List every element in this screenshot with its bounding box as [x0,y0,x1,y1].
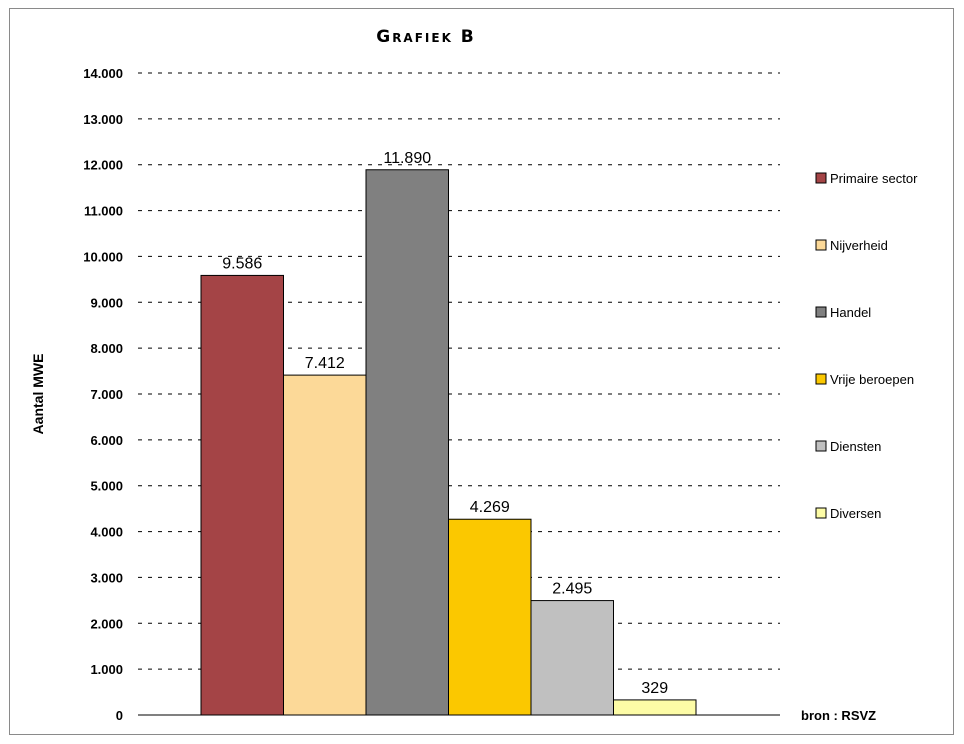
legend-label: Diversen [830,506,881,521]
y-tick-label: 5.000 [90,479,123,494]
legend-label: Vrije beroepen [830,372,914,387]
bar [200,274,284,716]
bar [613,699,697,716]
legend-label: Handel [830,305,871,320]
legend-swatch [815,306,827,318]
y-tick-label: 14.000 [83,66,123,81]
y-tick-label: 13.000 [83,112,123,127]
source-note: bron : RSVZ [801,708,876,723]
legend: Primaire sector Nijverheid Handel Vrije ber… [815,171,918,521]
legend-label: Diensten [830,439,881,454]
y-tick-label: 12.000 [83,158,123,173]
bar-value-label: 7.412 [305,355,345,372]
y-tick-label: 9.000 [90,295,123,310]
y-tick-label: 6.000 [90,433,123,448]
bar-value-label: 329 [641,680,668,697]
y-tick-label: 4.000 [90,525,123,540]
legend-swatch [815,239,827,251]
bar-value-label: 9.586 [222,255,262,272]
chart-title: Grafiek B [376,27,476,47]
y-tick-label: 2.000 [90,616,123,631]
bar [448,518,532,716]
legend-swatch [815,373,827,385]
y-tick-label: 0 [116,708,123,723]
y-axis-ticks: 0 1.000 2.000 3.000 4.000 5.000 6.000 7.000 8.00… [83,66,123,723]
y-tick-label: 8.000 [90,341,123,356]
bar [530,600,614,716]
bar-value-label: 11.890 [383,150,431,167]
bar [283,374,367,716]
y-tick-label: 7.000 [90,387,123,402]
y-tick-label: 11.000 [84,204,123,219]
bars [200,169,697,716]
bar-chart: Grafiek B 0 1.000 2.000 3.000 4.000 5.000 6.00… [30,27,918,723]
data-labels: 9.586 7.412 11.890 4.269 2.495 329 [222,150,668,697]
bar [365,169,449,716]
bar-value-label: 2.495 [552,581,592,598]
bar-value-label: 4.269 [470,499,510,516]
legend-label: Nijverheid [830,238,888,253]
legend-swatch [815,172,827,184]
legend-swatch [815,440,827,452]
chart-frame: Grafiek B 0 1.000 2.000 3.000 4.000 5.000 6.00… [9,8,954,735]
y-tick-label: 10.000 [83,249,123,264]
y-tick-label: 1.000 [90,662,123,677]
legend-swatch [815,507,827,519]
y-axis-label: Aantal MWE [30,354,46,435]
y-tick-label: 3.000 [90,570,123,585]
legend-label: Primaire sector [830,171,918,186]
